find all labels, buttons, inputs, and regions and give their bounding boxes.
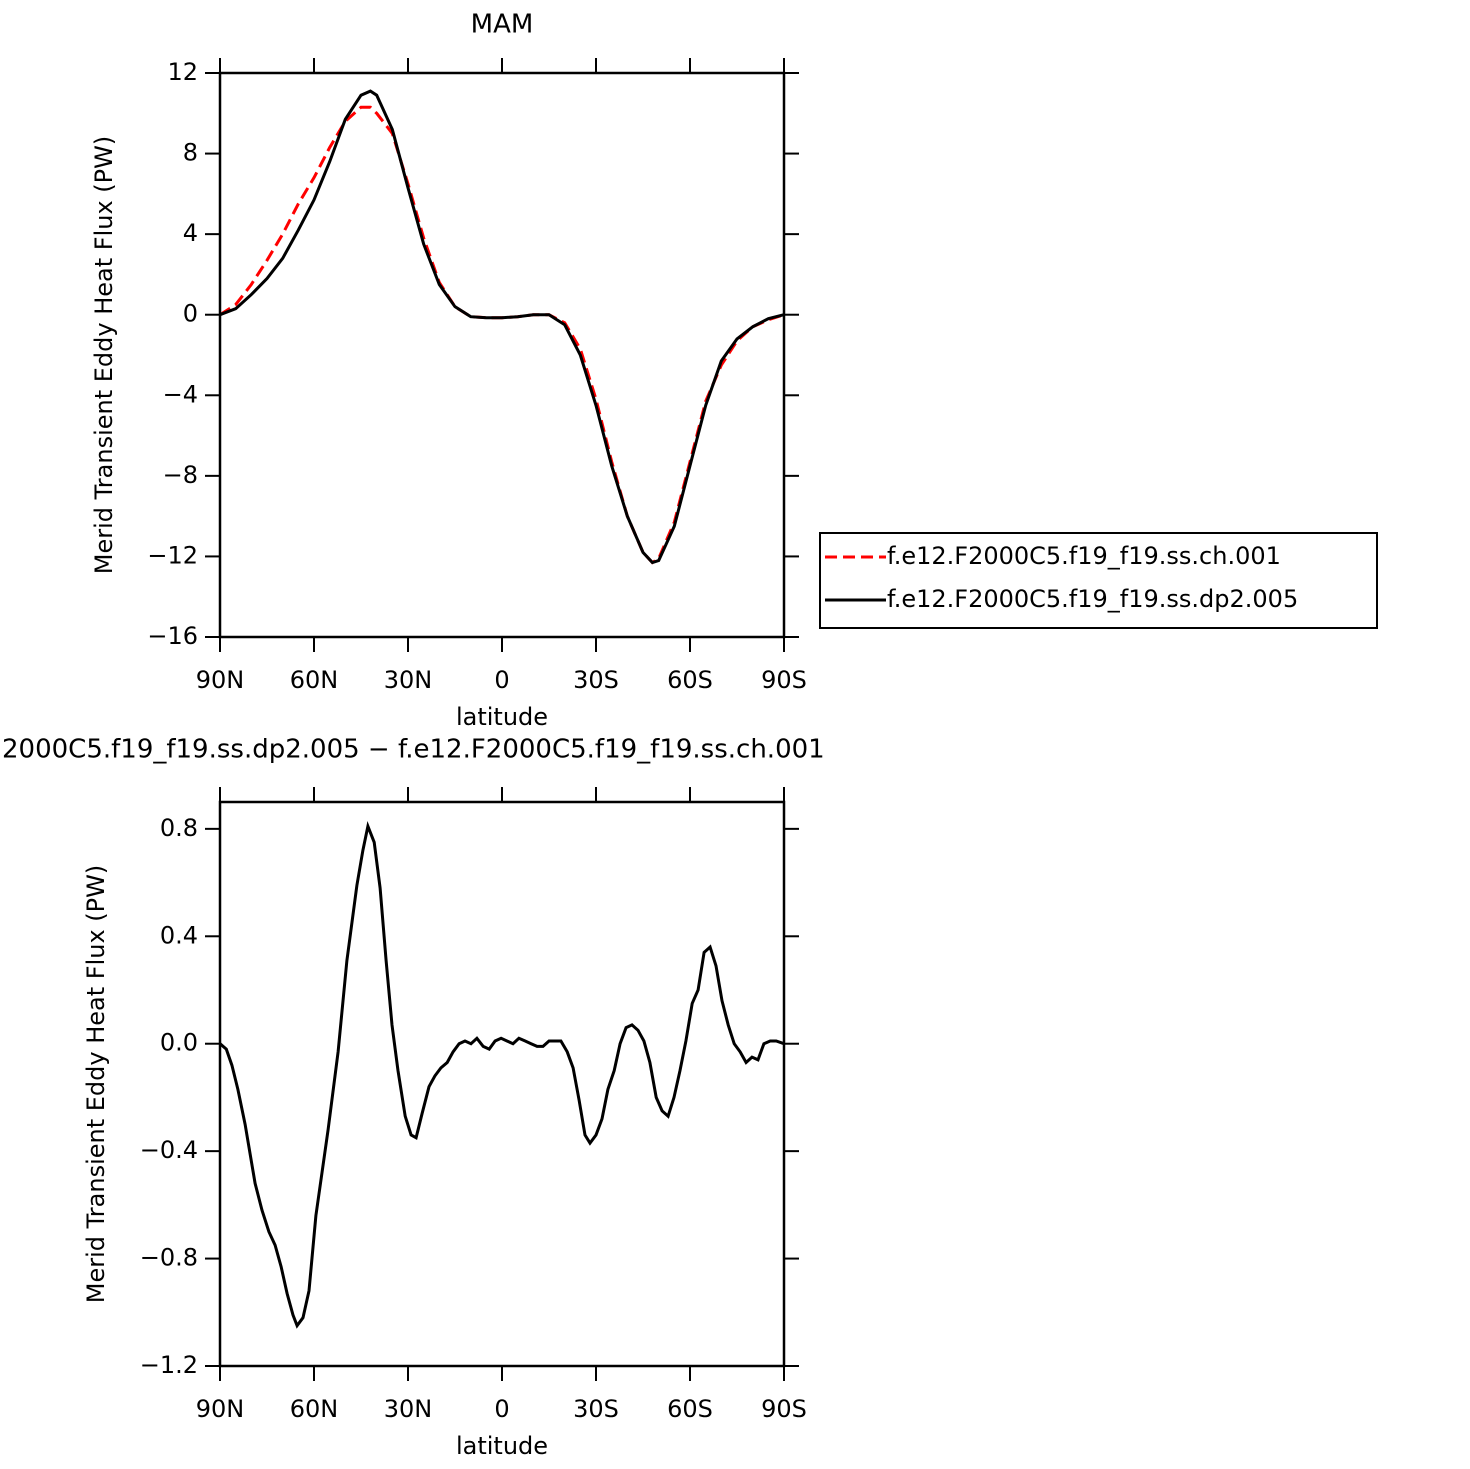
x-tick-label: 90N — [196, 1395, 245, 1423]
y-tick-label: −0.8 — [140, 1244, 198, 1272]
x-tick-label: 90S — [761, 1395, 807, 1423]
x-axis-title: latitude — [456, 1432, 548, 1460]
y-tick-label: 4 — [183, 219, 198, 247]
y-axis-title: Merid Transient Eddy Heat Flux (PW) — [82, 865, 110, 1303]
y-tick-label: 0.8 — [160, 814, 198, 842]
y-tick-label: −1.2 — [140, 1351, 198, 1379]
legend-label: f.e12.F2000C5.f19_f19.ss.ch.001 — [887, 542, 1281, 570]
x-tick-label: 30N — [384, 1395, 433, 1423]
x-tick-label: 60S — [667, 666, 713, 694]
y-tick-label: 0 — [183, 300, 198, 328]
y-tick-label: −16 — [147, 622, 198, 650]
x-tick-label: 60N — [290, 666, 339, 694]
chart-title: MAM — [471, 10, 534, 40]
series-line — [219, 105, 785, 565]
plot-frame — [218, 800, 786, 1368]
x-tick-label: 30N — [384, 666, 433, 694]
series-line — [219, 89, 785, 565]
x-tick-label: 60S — [667, 1395, 713, 1423]
plot-frame — [218, 71, 786, 639]
x-tick-label: 90S — [761, 666, 807, 694]
y-tick-label: 12 — [167, 58, 198, 86]
x-tick-label: 30S — [573, 666, 619, 694]
x-tick-label: 0 — [494, 666, 509, 694]
x-axis-title: latitude — [456, 703, 548, 731]
x-tick-label: 0 — [494, 1395, 509, 1423]
y-axis-title: Merid Transient Eddy Heat Flux (PW) — [90, 136, 118, 574]
y-tick-label: 8 — [183, 139, 198, 167]
y-tick-label: −8 — [163, 461, 198, 489]
x-tick-label: 30S — [573, 1395, 619, 1423]
y-tick-label: −4 — [163, 380, 198, 408]
y-tick-label: −12 — [147, 541, 198, 569]
legend-box — [819, 532, 1378, 629]
series-line — [219, 820, 785, 1329]
x-tick-label: 60N — [290, 1395, 339, 1423]
legend-label: f.e12.F2000C5.f19_f19.ss.dp2.005 — [887, 585, 1298, 613]
x-tick-label: 90N — [196, 666, 245, 694]
y-tick-label: 0.0 — [160, 1029, 198, 1057]
chart-title: 2000C5.f19_f19.ss.dp2.005 − f.e12.F2000C… — [2, 735, 825, 765]
y-tick-label: 0.4 — [160, 921, 198, 949]
y-tick-label: −0.4 — [140, 1136, 198, 1164]
